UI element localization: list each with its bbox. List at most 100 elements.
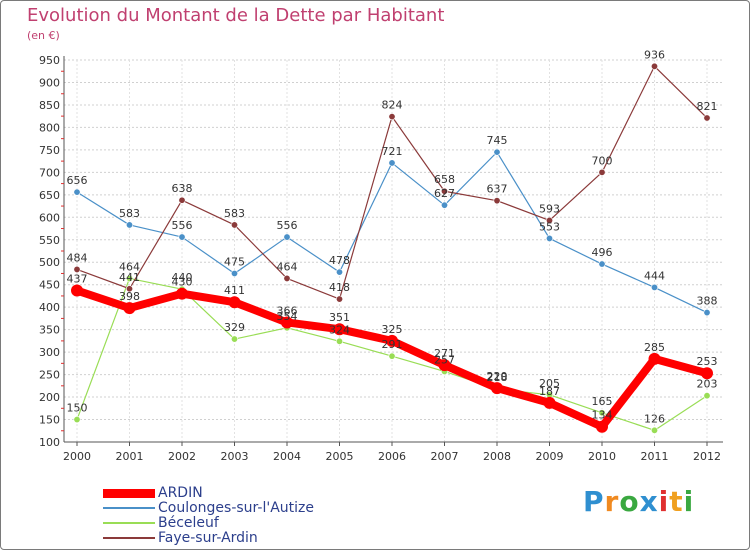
- y-tick-label: 400: [39, 301, 60, 314]
- data-label-ardin: 366: [277, 304, 298, 317]
- data-label-beceleuf: 205: [539, 377, 560, 390]
- data-label-coulonges: 556: [172, 219, 193, 232]
- x-axis-ticks: 2000 2001 2002 2003 2004 2005 2006 2007 2008 2009…: [63, 442, 721, 463]
- proxiti-logo: Proxiti: [583, 485, 694, 518]
- data-label-beceleuf: 354: [277, 310, 298, 323]
- data-point-faye: [650, 62, 658, 70]
- data-label-ardin: 271: [434, 347, 455, 360]
- data-label-beceleuf: 291: [382, 338, 403, 351]
- data-label-coulonges: 745: [487, 134, 508, 147]
- y-tick-label: 150: [39, 414, 60, 427]
- data-point-faye: [178, 196, 186, 204]
- y-tick-label: 750: [39, 144, 60, 157]
- data-label-ardin: 325: [382, 323, 403, 336]
- x-tick-label: 2012: [693, 450, 721, 463]
- legend-item-beceleuf[interactable]: Béceleuf: [103, 515, 219, 531]
- x-tick-label: 2010: [588, 450, 616, 463]
- data-point-ardin: [123, 302, 136, 315]
- logo-letter: x: [639, 485, 659, 518]
- logo-letter: t: [669, 485, 684, 518]
- x-tick-label: 2006: [378, 450, 406, 463]
- data-labels: 656 583 556 475 556 478 721 627 745 553 496 444 388 4…: [67, 48, 718, 425]
- x-tick-label: 2008: [483, 450, 511, 463]
- data-label-faye: 637: [487, 183, 508, 196]
- data-label-coulonges: 721: [382, 145, 403, 158]
- data-point-faye: [703, 114, 711, 122]
- data-point-faye: [545, 216, 553, 224]
- data-label-faye: 441: [119, 271, 140, 284]
- data-label-faye: 464: [277, 260, 298, 273]
- data-label-coulonges: 496: [592, 246, 613, 259]
- y-tick-label: 800: [39, 121, 60, 134]
- legend-item-ardin[interactable]: ARDIN: [103, 485, 203, 501]
- y-tick-label: 850: [39, 99, 60, 112]
- data-label-beceleuf: 165: [592, 395, 613, 408]
- data-label-ardin: 437: [67, 273, 88, 286]
- data-point-ardin: [648, 352, 661, 365]
- x-tick-label: 2000: [63, 450, 91, 463]
- data-point-faye: [598, 168, 606, 176]
- data-label-coulonges: 656: [67, 174, 88, 187]
- data-point-faye: [388, 113, 396, 121]
- y-tick-label: 100: [39, 436, 60, 449]
- data-label-beceleuf: 203: [697, 378, 718, 391]
- y-tick-label: 700: [39, 166, 60, 179]
- data-point-coulonges: [73, 188, 81, 196]
- data-point-ardin: [281, 316, 293, 329]
- data-point-coulonges: [703, 309, 711, 317]
- data-label-beceleuf: 329: [224, 321, 245, 334]
- data-point-beceleuf: [335, 337, 343, 345]
- data-point-beceleuf: [598, 409, 606, 417]
- data-point-beceleuf: [650, 426, 658, 434]
- y-tick-label: 600: [39, 211, 60, 224]
- data-label-ardin: 351: [329, 311, 350, 324]
- data-point-coulonges: [231, 269, 239, 277]
- data-point-faye: [126, 285, 134, 293]
- data-point-coulonges: [126, 221, 134, 229]
- data-label-faye: 700: [592, 154, 613, 167]
- data-label-beceleuf: 464: [119, 260, 140, 273]
- legend-item-coulonges[interactable]: Coulonges-sur-l'Autize: [103, 500, 314, 516]
- data-label-ardin: 411: [224, 284, 245, 297]
- data-label-faye: 418: [329, 281, 350, 294]
- data-point-ardin: [333, 323, 346, 336]
- data-point-ardin: [701, 367, 713, 380]
- data-label-coulonges: 583: [119, 207, 140, 220]
- legend-swatch-coulonges: [103, 507, 155, 509]
- y-tick-label: 900: [39, 76, 60, 89]
- legend-item-faye[interactable]: Faye-sur-Ardin: [103, 530, 258, 546]
- legend-label-ardin: ARDIN: [158, 485, 203, 501]
- data-label-beceleuf: 126: [644, 412, 665, 425]
- x-tick-label: 2004: [273, 450, 301, 463]
- data-label-faye: 583: [224, 207, 245, 220]
- y-tick-label: 650: [39, 189, 60, 202]
- data-label-faye: 638: [172, 182, 193, 195]
- data-point-beceleuf: [703, 392, 711, 400]
- data-point-coulonges: [545, 234, 553, 242]
- data-point-ardin: [438, 359, 451, 372]
- data-label-beceleuf: 218: [487, 371, 508, 384]
- legend-label-beceleuf: Béceleuf: [158, 515, 219, 531]
- y-axis-ticks: 100 150 200 250 300 350 400 450 500 550 600 650 700 7…: [39, 54, 60, 449]
- legend-label-faye: Faye-sur-Ardin: [158, 530, 258, 546]
- y-tick-label: 200: [39, 391, 60, 404]
- data-point-faye: [440, 187, 448, 195]
- unit-label: (en €): [27, 29, 60, 42]
- y-tick-label: 950: [39, 54, 60, 67]
- data-point-beceleuf: [231, 335, 239, 343]
- data-point-beceleuf: [126, 274, 134, 282]
- data-label-coulonges: 388: [697, 295, 718, 308]
- data-label-faye: 658: [434, 173, 455, 186]
- data-label-ardin: 430: [172, 276, 193, 289]
- data-label-ardin: 134: [592, 409, 613, 422]
- x-tick-label: 2009: [536, 450, 564, 463]
- data-point-coulonges: [598, 260, 606, 268]
- data-point-ardin: [491, 382, 503, 395]
- legend-swatch-faye: [103, 537, 155, 539]
- x-tick-label: 2003: [221, 450, 249, 463]
- logo-letter: r: [604, 485, 620, 518]
- data-label-ardin: 398: [119, 290, 140, 303]
- data-point-coulonges: [283, 233, 291, 241]
- data-point-coulonges: [388, 159, 396, 167]
